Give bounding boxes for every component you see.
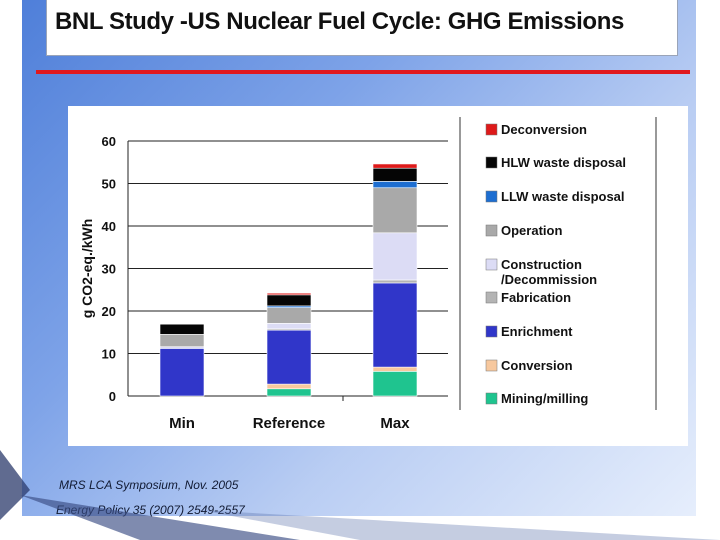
title-underline [36,70,690,74]
legend-swatch [485,392,498,405]
x-tick-label: Max [380,415,410,432]
title-box: BNL Study -US Nuclear Fuel Cycle: GHG Em… [46,0,678,56]
bar-segment-reference-enrichment [266,329,312,385]
bar-segment-reference-mining-milling [266,388,312,397]
bar-segment-max-construction [372,232,418,281]
legend-label: Fabrication [501,290,571,305]
y-tick-label: 20 [102,304,116,319]
y-tick-label: 50 [102,177,116,192]
legend-swatch [485,190,498,203]
bar-segment-max-enrichment [372,282,418,368]
bar-segment-reference-hlw-waste-disposal [266,294,312,307]
bar-segment-max-deconversion [372,163,418,169]
legend-swatch [485,325,498,338]
bar-segment-reference-construction [266,323,312,330]
x-tick-label: Min [169,415,195,432]
y-tick-label: 60 [102,134,116,149]
bar-segment-max-operation [372,187,418,234]
bar-segment-max-fabrication [372,279,418,284]
x-tick-label: Reference [253,415,326,432]
bar-segment-max-mining-milling [372,371,418,397]
legend-label: Mining/milling [501,391,588,406]
legend-swatch [485,123,498,136]
y-tick-label: 30 [102,262,116,277]
legend-swatch [485,156,498,169]
y-tick-label: 0 [109,389,116,404]
bar-segment-max-conversion [372,366,418,372]
legend-label: Operation [501,223,562,238]
credit-symposium: MRS LCA Symposium, Nov. 2005 [59,478,239,492]
legend-label: LLW waste disposal [501,189,625,204]
bar-segment-reference-conversion [266,383,312,390]
legend-swatch [485,359,498,372]
legend-label: Construction/Decommission [501,257,597,287]
legend-label: Conversion [501,358,573,373]
bar-segment-max-llw-waste-disposal [372,181,418,189]
legend-label: HLW waste disposal [501,155,626,170]
y-axis-label: g CO2-eq./kWh [79,219,95,319]
legend-swatch [485,291,498,304]
bar-segment-min-hlw-waste-disposal [159,323,205,335]
bar-segment-reference-deconversion [266,292,312,296]
bar-segment-min-operation [159,334,205,347]
legend-label: Deconversion [501,122,587,137]
bar-segment-max-hlw-waste-disposal [372,167,418,182]
y-tick-label: 40 [102,219,116,234]
legend-swatch [485,258,498,271]
legend-label: Enrichment [501,324,573,339]
legend-swatch [485,224,498,237]
bar-segment-min-enrichment [159,348,205,397]
bottom-corner-decoration [0,450,720,540]
slide-title: BNL Study -US Nuclear Fuel Cycle: GHG Em… [55,8,624,35]
bar-segment-reference-operation [266,307,312,324]
y-tick-label: 10 [102,347,116,362]
